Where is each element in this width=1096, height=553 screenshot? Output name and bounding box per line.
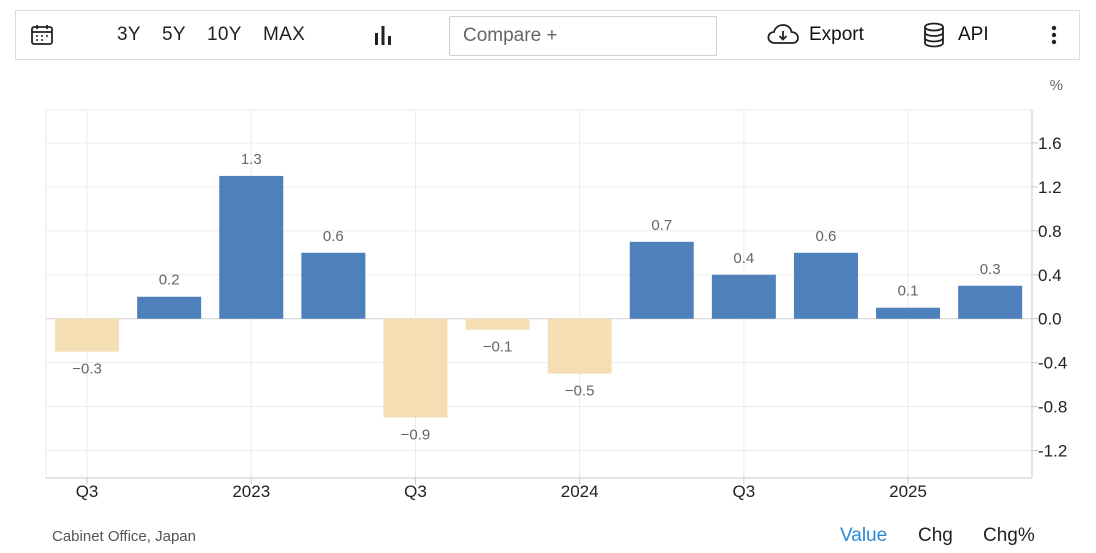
bar	[629, 241, 694, 319]
chart-toolbar: 3Y 5Y 10Y MAX Compare + Export API	[15, 10, 1080, 60]
x-tick-label: Q3	[76, 482, 99, 501]
range-3y-button[interactable]: 3Y	[117, 24, 141, 45]
y-tick-label: 0.4	[1038, 266, 1062, 285]
y-unit-label: %	[1050, 77, 1063, 94]
api-button[interactable]: API	[922, 11, 989, 59]
data-label: 0.7	[651, 217, 672, 234]
bar	[793, 252, 858, 319]
y-tick-label: -1.2	[1038, 442, 1067, 461]
data-label: −0.1	[483, 339, 513, 356]
x-tick-label: Q3	[404, 482, 427, 501]
y-tick-label: 0.8	[1038, 222, 1062, 241]
data-label: −0.3	[72, 361, 102, 378]
x-tick-label: 2023	[232, 482, 270, 501]
range-max-button[interactable]: MAX	[263, 24, 306, 45]
bar	[876, 307, 941, 319]
x-tick-label: Q3	[733, 482, 756, 501]
data-label: 0.6	[323, 228, 344, 245]
data-label: 0.1	[898, 283, 919, 300]
bar	[711, 274, 776, 319]
x-tick-label: 2025	[889, 482, 927, 501]
bar	[55, 318, 120, 352]
bar	[137, 296, 202, 319]
data-label: 0.6	[816, 228, 837, 245]
x-tick-label: 2024	[561, 482, 599, 501]
tab-chg[interactable]: Chg	[918, 525, 953, 546]
data-label: 0.3	[980, 261, 1001, 278]
y-tick-label: 0.0	[1038, 310, 1062, 329]
bar	[465, 318, 530, 330]
bar	[301, 252, 366, 319]
y-tick-label: -0.4	[1038, 354, 1067, 373]
data-label: 0.4	[733, 250, 754, 267]
bar	[219, 175, 284, 319]
more-options-button[interactable]	[1050, 11, 1058, 59]
axes: 1.6 1.2 0.8 0.4 0.0 -0.4 -0.8 -1.2 Q3 2023 Q3 2024 Q…	[46, 110, 1067, 501]
data-labels: −0.3 0.2 1.3 0.6 −0.9 −0.1 −0.5 0.7 0.4 0.6 0.1 0.3	[72, 151, 1000, 444]
export-button[interactable]: Export	[767, 11, 864, 59]
bar	[958, 285, 1023, 319]
tab-chg-percent[interactable]: Chg%	[983, 525, 1035, 546]
range-5y-button[interactable]: 5Y	[162, 24, 186, 45]
database-icon	[924, 22, 944, 48]
more-vertical-icon	[1051, 25, 1057, 45]
export-label: Export	[809, 24, 864, 45]
bar	[547, 318, 612, 374]
source-label: Cabinet Office, Japan	[52, 528, 196, 545]
data-label: 1.3	[241, 151, 262, 168]
data-label: −0.9	[401, 427, 431, 444]
range-10y-button[interactable]: 10Y	[207, 24, 242, 45]
chart-type-button[interactable]	[373, 11, 393, 59]
cloud-download-icon	[767, 24, 799, 44]
api-label: API	[958, 24, 989, 45]
tab-value[interactable]: Value	[840, 525, 888, 546]
data-label: 0.2	[159, 272, 180, 289]
calendar-button[interactable]	[30, 11, 54, 59]
bars	[55, 175, 1023, 418]
y-tick-label: -0.8	[1038, 398, 1067, 417]
grid-lines	[45, 109, 1032, 478]
data-label: −0.5	[565, 383, 595, 400]
bar	[383, 318, 448, 418]
y-tick-label: 1.6	[1038, 134, 1062, 153]
y-tick-label: 1.2	[1038, 178, 1062, 197]
compare-input[interactable]: Compare +	[449, 16, 717, 56]
bar-chart-icon	[375, 26, 391, 45]
calendar-icon	[31, 25, 53, 45]
